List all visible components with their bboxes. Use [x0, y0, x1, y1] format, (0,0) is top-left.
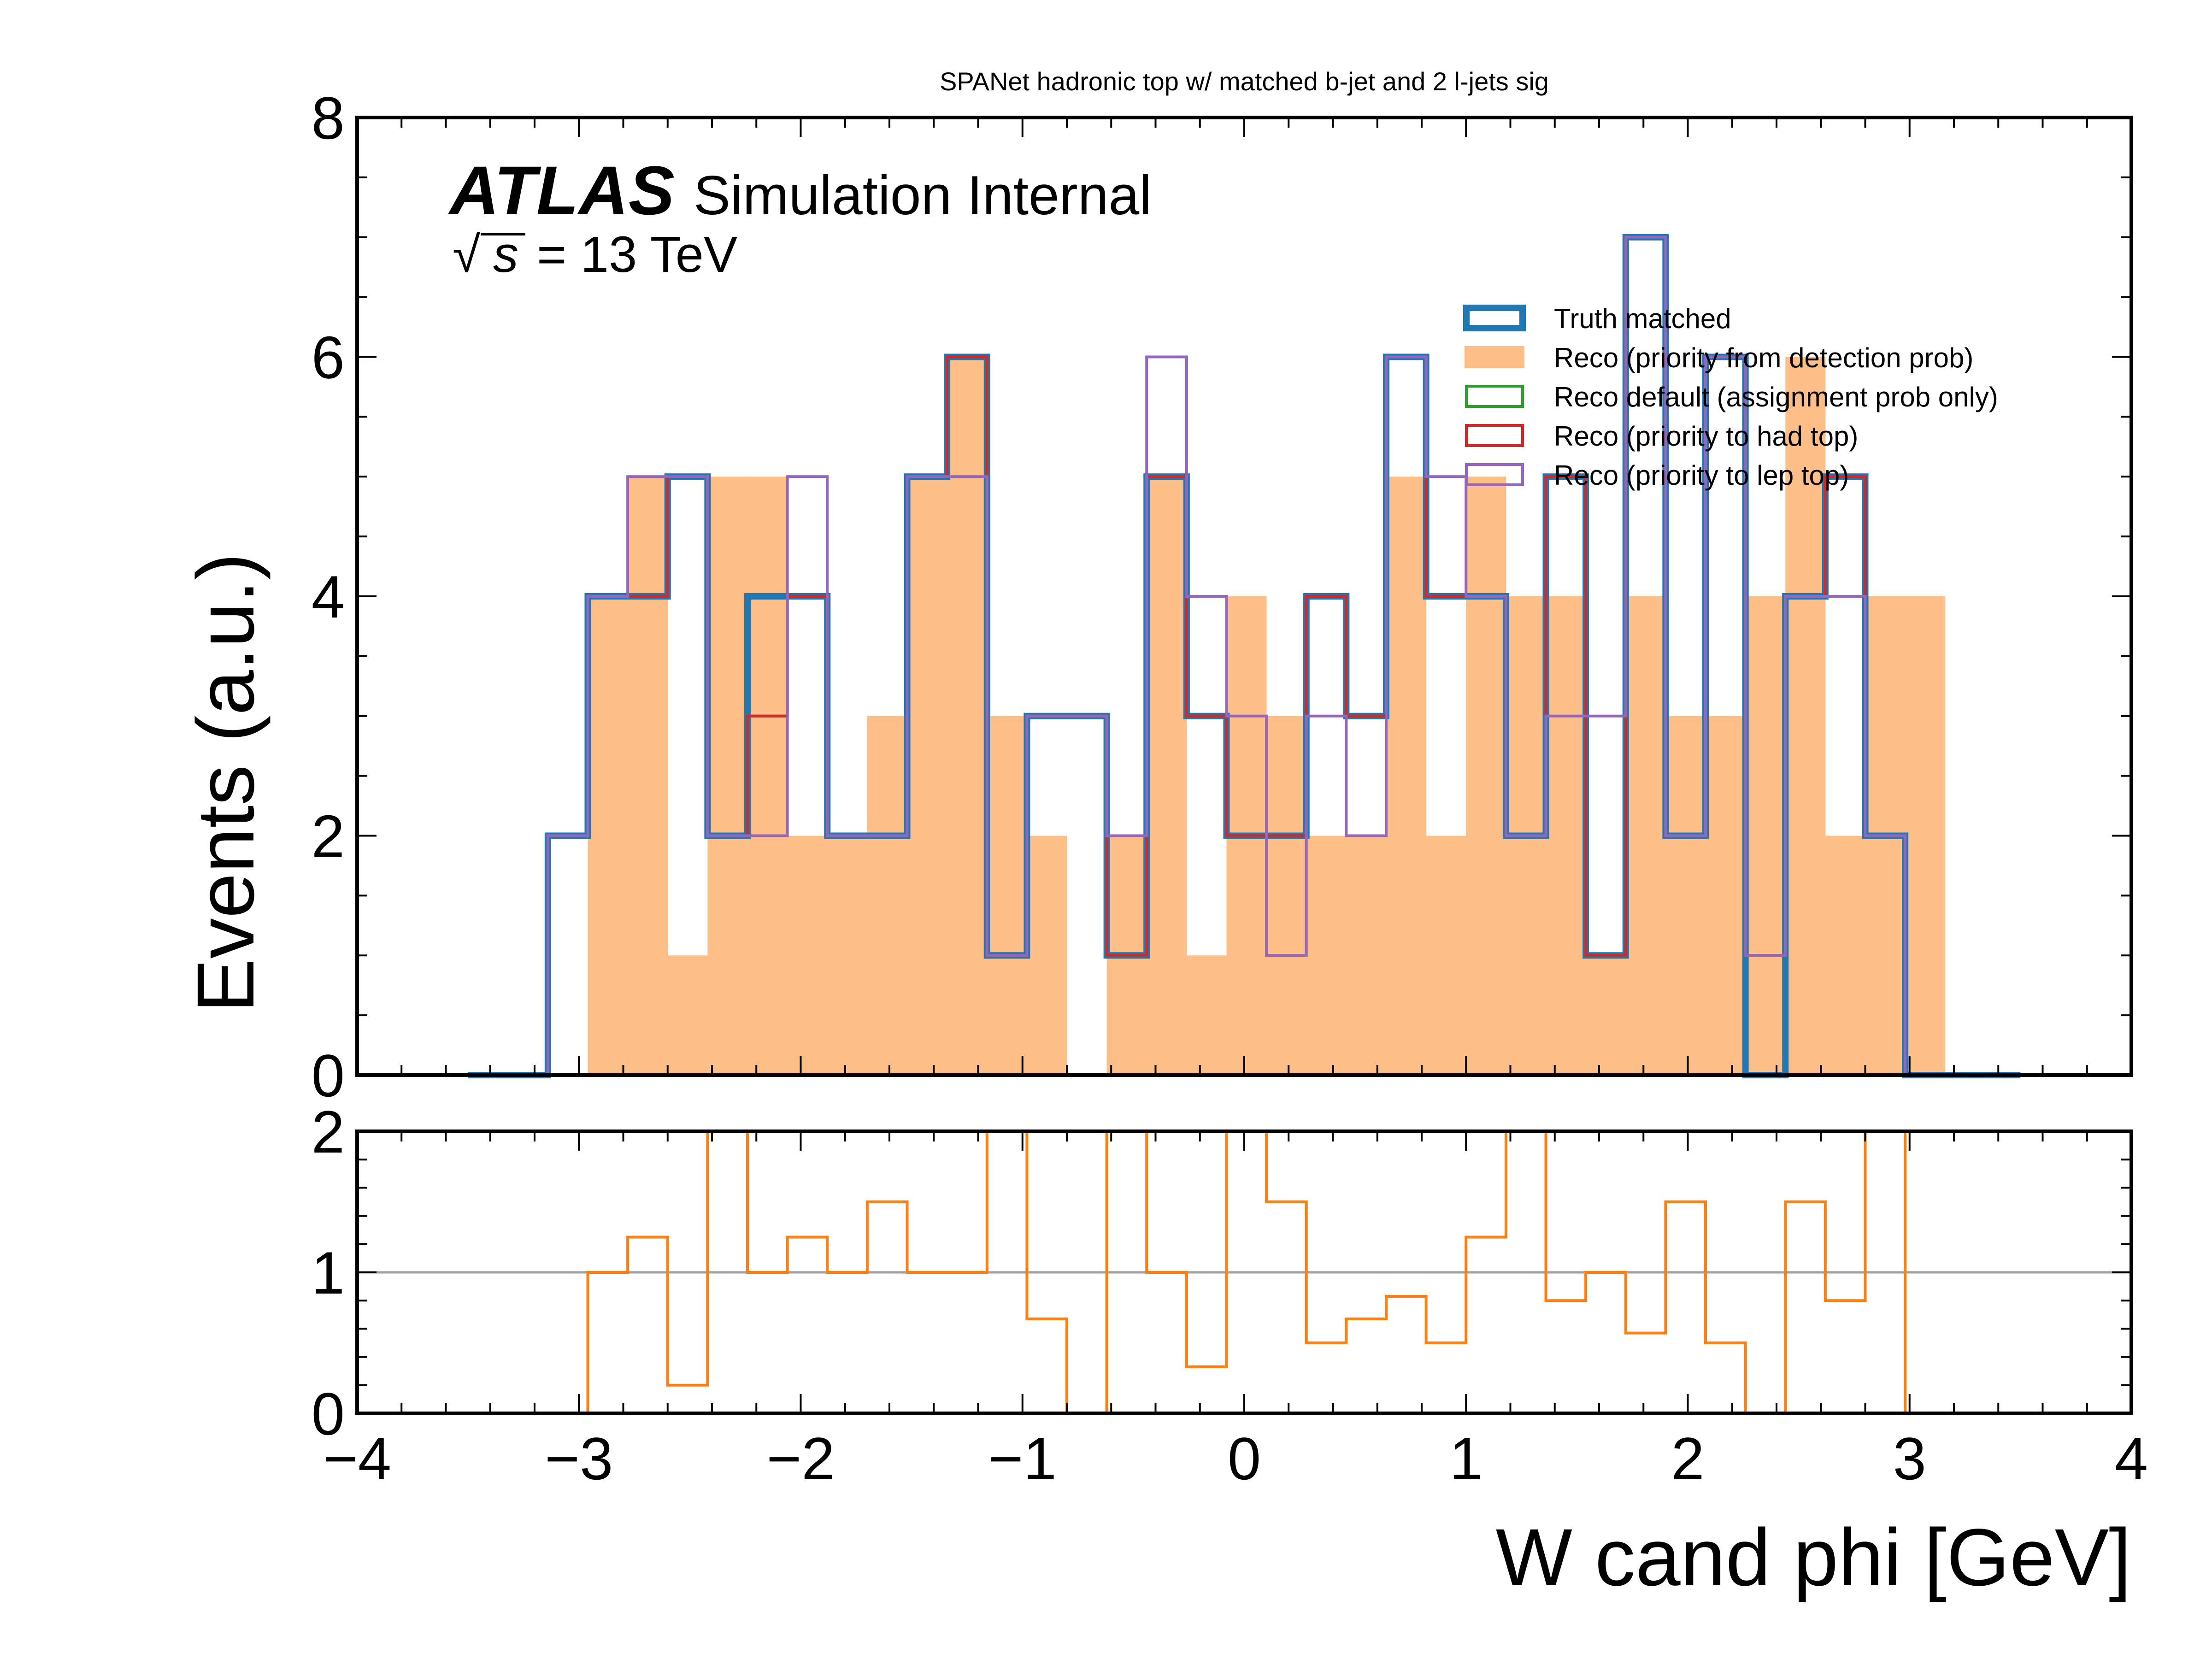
- reco-detection-bar: [1586, 955, 1626, 1075]
- sqrt-symbol: √: [453, 226, 481, 283]
- legend-label: Reco (priority to lep top): [1554, 460, 1849, 491]
- main-plot-frame: [355, 116, 2133, 1077]
- series-reco-priority-to-lep-top-line: [468, 235, 2021, 1077]
- x-tick-label: 0: [1228, 1425, 1261, 1492]
- main-panel-fill: [588, 357, 1946, 1075]
- reco-detection-bar: [827, 835, 868, 1075]
- x-tick-label: 4: [2115, 1425, 2148, 1492]
- x-tick-label: −3: [545, 1425, 613, 1492]
- reco-detection-bar: [1825, 835, 1865, 1075]
- legend-swatch: [1465, 385, 1524, 408]
- reco-detection-bar: [907, 477, 947, 1075]
- reco-detection-bar: [628, 477, 668, 1075]
- reco-detection-bar: [1546, 596, 1586, 1075]
- reco-detection-bar: [747, 477, 788, 1075]
- ratio-plot-frame: [355, 1130, 2133, 1415]
- reco-detection-bar: [1306, 835, 1347, 1075]
- reco-detection-bar: [1266, 716, 1307, 1075]
- reco-detection-bar: [987, 716, 1027, 1075]
- y-tick-label: 4: [312, 563, 345, 630]
- legend: Truth matched Reco (priority from detecti…: [1463, 303, 1998, 491]
- x-tick-label: 1: [1449, 1425, 1483, 1492]
- reco-detection-bar: [1905, 596, 1946, 1075]
- reco-detection-bar: [1466, 477, 1506, 1075]
- reco-detection-bar: [588, 596, 628, 1075]
- reco-detection-bar: [1665, 716, 1706, 1075]
- reco-detection-bar: [1386, 477, 1427, 1075]
- reco-detection-bar: [1785, 357, 1826, 1075]
- energy-label: = 13 TeV: [537, 226, 737, 283]
- energy-symbol: s: [493, 226, 518, 283]
- y-tick-label: 8: [312, 84, 345, 152]
- legend-label: Reco default (assignment prob only): [1554, 382, 1998, 412]
- reco-detection-bar: [1426, 835, 1466, 1075]
- y-tick-label: 0: [312, 1042, 345, 1109]
- ratio-panel-content: [357, 1130, 2131, 1415]
- ratio-y-tick-label: 0: [312, 1380, 345, 1447]
- y-tick-label: 2: [312, 803, 345, 870]
- x-tick-label: −2: [766, 1425, 835, 1492]
- reco-detection-bar: [667, 955, 708, 1075]
- y-tick-label: 6: [312, 324, 345, 391]
- atlas-label: ATLAS: [447, 152, 675, 229]
- chart-title: SPANet hadronic top w/ matched b-jet and…: [940, 67, 1549, 96]
- legend-swatch: [1465, 424, 1524, 447]
- legend-label: Truth matched: [1554, 303, 1731, 334]
- reco-detection-bar: [1625, 596, 1666, 1075]
- main-panel-steps: [468, 234, 2021, 1078]
- x-axis-label: W cand phi [GeV]: [1496, 1512, 2131, 1603]
- reco-detection-bar: [1027, 835, 1067, 1075]
- reco-detection-bar: [947, 357, 988, 1075]
- x-tick-label: −4: [323, 1425, 391, 1492]
- legend-label: Reco (priority to had top): [1554, 421, 1858, 452]
- reco-detection-bar: [1346, 835, 1387, 1075]
- reco-detection-bar: [1147, 477, 1187, 1075]
- reco-detection-bar: [707, 477, 748, 1075]
- y-axis-label: Events (a.u.): [181, 553, 271, 1013]
- reco-detection-bar: [1706, 716, 1746, 1075]
- reco-detection-bar: [787, 835, 828, 1075]
- reco-detection-bar: [1186, 955, 1227, 1075]
- ratio-y-tick-label: 2: [312, 1098, 345, 1165]
- ratio-y-tick-label: 1: [312, 1239, 345, 1306]
- reco-detection-bar: [1745, 596, 1786, 1075]
- legend-swatch: [1465, 463, 1524, 486]
- legend-swatch: [1465, 346, 1524, 368]
- x-tick-label: −1: [988, 1425, 1057, 1492]
- atlas-sublabel: Simulation Internal: [694, 165, 1152, 226]
- legend-label: Reco (priority from detection prob): [1554, 342, 1973, 373]
- x-tick-label: 3: [1893, 1425, 1926, 1492]
- reco-detection-bar: [867, 716, 907, 1075]
- x-tick-label: 2: [1671, 1425, 1704, 1492]
- legend-swatch: [1463, 305, 1526, 331]
